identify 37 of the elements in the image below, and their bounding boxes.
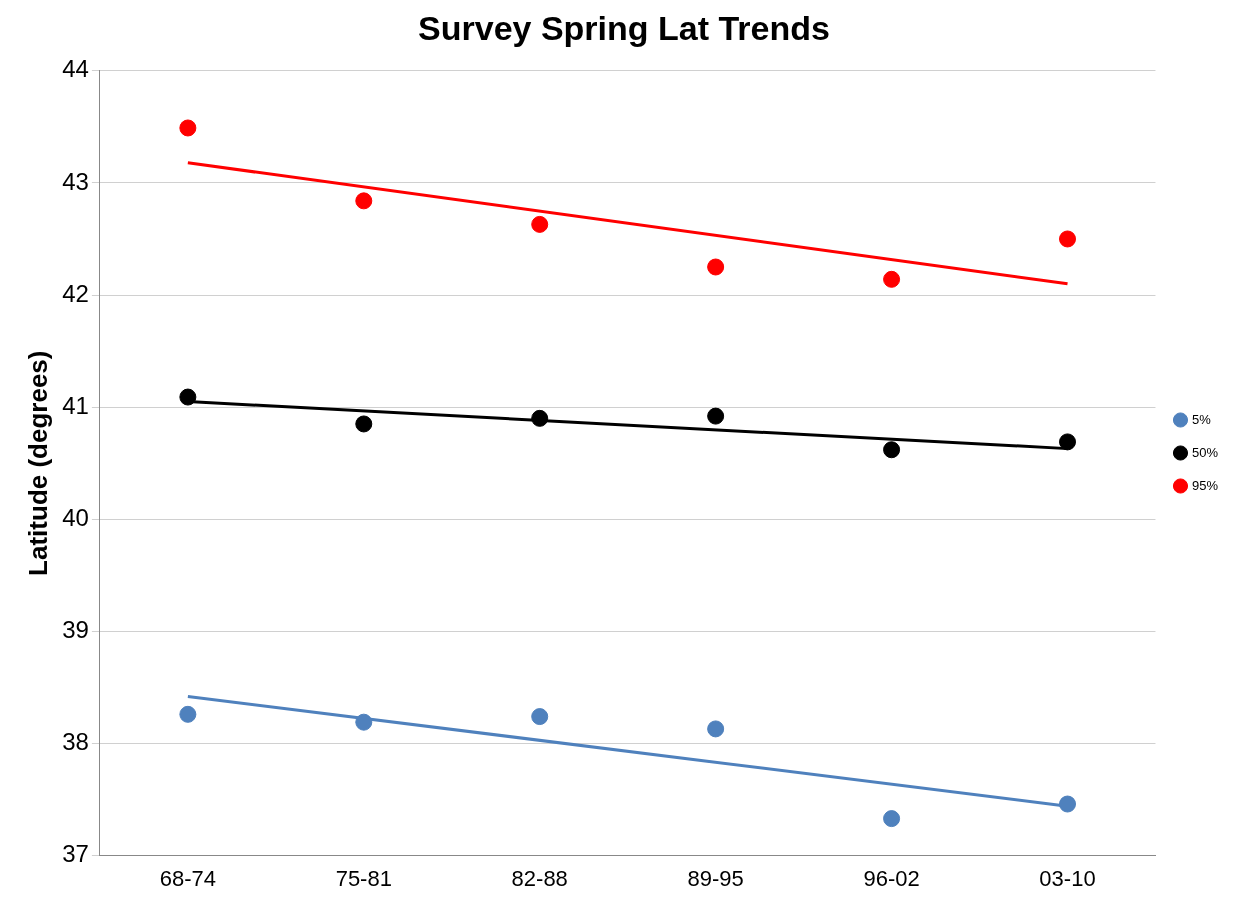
point [883,441,901,459]
point [1059,230,1077,248]
point [531,215,549,233]
legend-label: 50% [1191,444,1219,460]
y-tick-label: 44 [62,55,89,83]
y-tick-label: 39 [62,616,89,643]
x-tick-label: 96-02 [863,865,920,891]
y-tick-label: 40 [62,503,89,531]
point [883,810,901,828]
point [355,713,373,731]
y-tick-label: 41 [62,391,89,419]
point [707,720,725,738]
legend-label: 5% [1191,411,1212,427]
point [355,415,373,433]
y-tick-label: 43 [62,167,89,195]
point [531,708,549,726]
x-tick-label: 89-95 [687,865,744,891]
y-axis-title: Latitude (degrees) [22,350,53,576]
point [1059,795,1077,813]
y-tick-label: 37 [62,840,89,868]
point [883,270,901,288]
point [179,705,197,723]
point [707,258,725,276]
point [179,119,197,137]
point [1059,433,1077,451]
point [355,192,373,210]
point [531,409,549,427]
chart-title: Survey Spring Lat Trends [418,8,830,47]
legend-label: 95% [1191,477,1219,493]
x-tick-label: 82-88 [511,865,568,891]
y-tick-label: 42 [62,279,89,307]
y-tick-label: 38 [62,728,89,756]
point [179,388,197,406]
x-tick-label: 68-74 [159,865,216,891]
x-tick-label: 03-10 [1039,865,1096,891]
point [707,407,725,425]
x-tick-label: 75-81 [335,865,392,891]
